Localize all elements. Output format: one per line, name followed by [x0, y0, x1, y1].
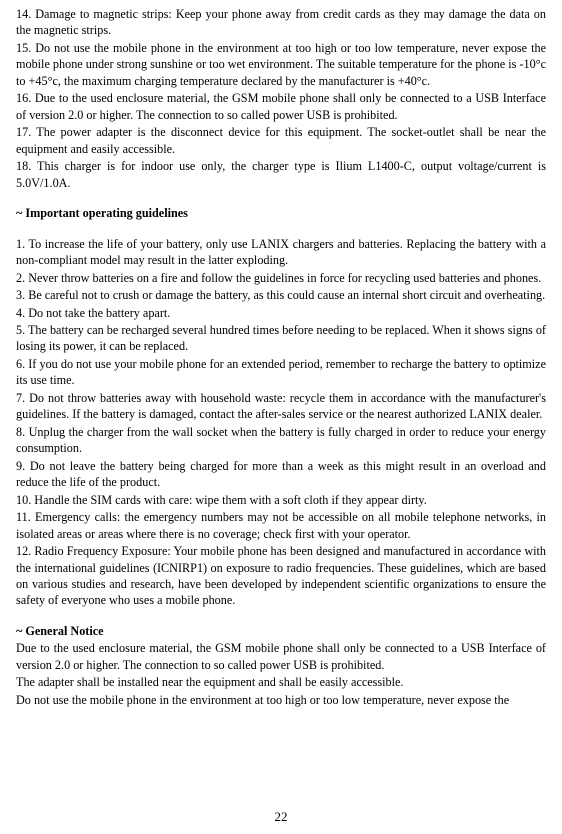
guideline-item-12: 12. Radio Frequency Exposure: Your mobil…	[16, 543, 546, 609]
page-number: 22	[0, 808, 562, 826]
general-notice-p2: The adapter shall be installed near the …	[16, 674, 546, 690]
guideline-item-9: 9. Do not leave the battery being charge…	[16, 458, 546, 491]
safety-item-18: 18. This charger is for indoor use only,…	[16, 158, 546, 191]
guideline-item-1: 1. To increase the life of your battery,…	[16, 236, 546, 269]
guideline-item-3: 3. Be careful not to crush or damage the…	[16, 287, 546, 303]
guideline-item-7: 7. Do not throw batteries away with hous…	[16, 390, 546, 423]
general-notice-title: ~ General Notice	[16, 623, 546, 639]
guideline-item-8: 8. Unplug the charger from the wall sock…	[16, 424, 546, 457]
guideline-item-11: 11. Emergency calls: the emergency numbe…	[16, 509, 546, 542]
safety-item-17: 17. The power adapter is the disconnect …	[16, 124, 546, 157]
safety-item-16: 16. Due to the used enclosure material, …	[16, 90, 546, 123]
guideline-item-2: 2. Never throw batteries on a fire and f…	[16, 270, 546, 286]
safety-item-15: 15. Do not use the mobile phone in the e…	[16, 40, 546, 89]
guideline-item-10: 10. Handle the SIM cards with care: wipe…	[16, 492, 546, 508]
guideline-item-5: 5. The battery can be recharged several …	[16, 322, 546, 355]
guideline-item-4: 4. Do not take the battery apart.	[16, 305, 546, 321]
safety-item-14: 14. Damage to magnetic strips: Keep your…	[16, 6, 546, 39]
general-notice-p3: Do not use the mobile phone in the envir…	[16, 692, 546, 708]
guideline-item-6: 6. If you do not use your mobile phone f…	[16, 356, 546, 389]
general-notice-p1: Due to the used enclosure material, the …	[16, 640, 546, 673]
guidelines-title: ~ Important operating guidelines	[16, 205, 546, 221]
